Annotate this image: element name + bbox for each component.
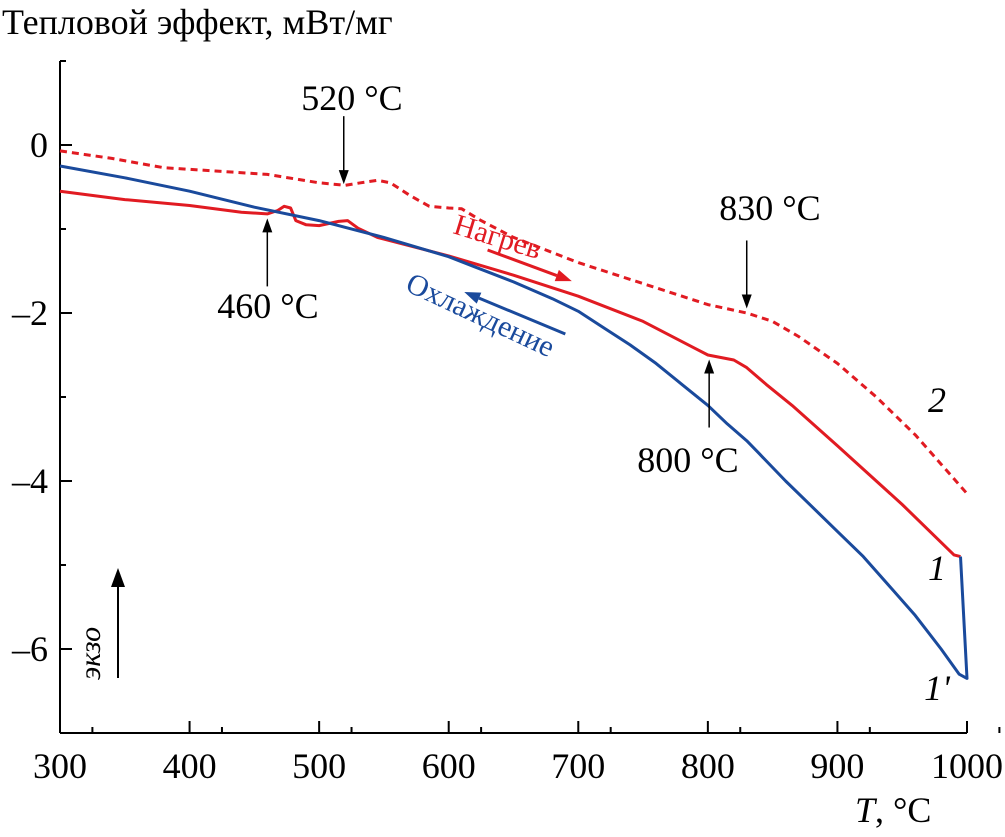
x-tick-label: 700 xyxy=(551,746,605,786)
x-tick-label: 600 xyxy=(422,746,476,786)
y-tick-label: 0 xyxy=(30,125,48,165)
annotation-label: 460 °C xyxy=(217,286,318,326)
process-arrowhead xyxy=(554,269,572,282)
series-label: 2 xyxy=(928,380,946,420)
x-tick-label: 400 xyxy=(163,746,217,786)
exo-indicator: экзо xyxy=(74,568,125,680)
x-tick-label: 500 xyxy=(292,746,346,786)
y-ticks: 0 –2 –4 –6 xyxy=(11,60,72,734)
annotation-label: 520 °C xyxy=(301,78,402,118)
x-axis-title: T, °C xyxy=(855,790,931,830)
x-ticks: 300 400 500 600 700 800 900 1000 xyxy=(33,721,1003,786)
x-axis-variable: T xyxy=(855,790,878,830)
annotation-arrowhead xyxy=(338,170,349,185)
process-arrowhead xyxy=(464,292,482,304)
series-labels: 1 1' 2 xyxy=(924,380,951,708)
series-label: 1' xyxy=(924,668,951,708)
y-axis-title: Тепловой эффект, мВт/мг xyxy=(2,2,393,42)
process-label: Нагрев xyxy=(450,208,545,266)
y-tick-label: –6 xyxy=(11,629,48,669)
x-tick-label: 300 xyxy=(33,746,87,786)
series-line-1prime xyxy=(59,164,969,680)
x-tick-label: 1000 xyxy=(931,746,1003,786)
exo-label: экзо xyxy=(74,627,107,680)
annotation-arrowhead xyxy=(704,359,715,374)
x-tick-label: 800 xyxy=(681,746,735,786)
annotation-label: 800 °C xyxy=(637,440,738,480)
x-axis-unit: , °C xyxy=(875,790,931,830)
process-arrow xyxy=(478,296,566,336)
series-line-2 xyxy=(59,149,969,495)
annotation-arrowhead xyxy=(741,294,752,309)
series-label: 1 xyxy=(928,548,946,588)
x-tick-label: 900 xyxy=(810,746,864,786)
process-arrow xyxy=(487,248,558,277)
y-tick-label: –4 xyxy=(11,461,48,501)
exo-arrowhead xyxy=(111,568,125,587)
y-tick-label: –2 xyxy=(11,293,48,333)
annotation-arrowhead xyxy=(262,218,273,233)
annotations: 460 °C 520 °C 800 °C 830 °C xyxy=(217,78,820,480)
series-layer xyxy=(59,149,969,680)
annotation-label: 830 °C xyxy=(719,188,820,228)
